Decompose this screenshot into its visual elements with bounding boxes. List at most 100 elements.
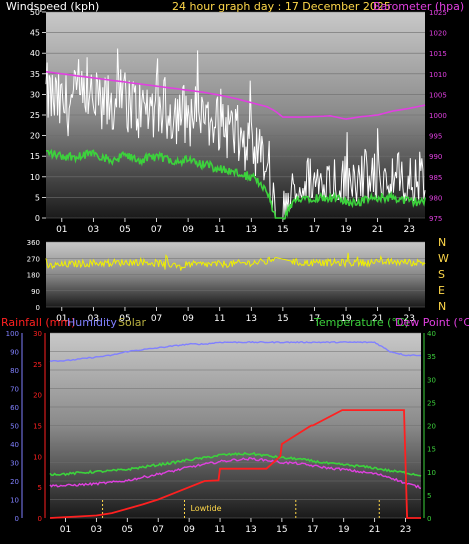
dir-ytick-label-180: 180: [27, 272, 40, 280]
series-temperature: [49, 451, 422, 477]
humidity-ytick-label-30: 30: [10, 460, 19, 468]
dir-xtick-label-07: 07: [151, 314, 162, 324]
rain-ytick-label-20: 20: [33, 392, 42, 400]
wind-ytick-label-10: 10: [30, 173, 40, 182]
wind-xtick-label-15: 15: [277, 225, 288, 235]
dir-xtick-label-21: 21: [372, 314, 383, 324]
rain-ytick-label-5: 5: [38, 484, 42, 492]
baro-ytick-label-990: 990: [429, 153, 442, 161]
wind-xtick-label-09: 09: [182, 225, 194, 235]
baro-ytick-label-1025: 1025: [429, 9, 447, 17]
temp-ytick-label-20: 20: [427, 423, 436, 431]
humidity-ytick-label-0: 0: [15, 515, 19, 523]
graph-date-title: 24 hour graph day : 17 December 2025: [172, 0, 391, 13]
wind-ytick-label-20: 20: [30, 132, 40, 141]
baro-ytick-label-995: 995: [429, 133, 442, 141]
env-xtick-label-01: 01: [60, 525, 71, 535]
wind-direction-panel: 0 90 180 270 360 01 03 05 07 09 11 13 15 17 19 21 23: [27, 239, 426, 324]
compass-label-s: S: [438, 268, 445, 281]
env-xtick-label-03: 03: [91, 525, 102, 535]
temp-ytick-label-25: 25: [427, 399, 436, 407]
env-xtick-label-13: 13: [245, 525, 256, 535]
series-wind-avg: [45, 148, 426, 220]
dir-ytick-label-360: 360: [27, 239, 40, 247]
humidity-ytick-label-10: 10: [10, 497, 19, 505]
wind-xtick-label-17: 17: [309, 225, 320, 235]
wind-xtick-label-05: 05: [119, 225, 130, 235]
rain-ytick-label-15: 15: [33, 423, 42, 431]
lowtide-annotation: Lowtide: [190, 504, 221, 513]
temp-ytick-label-5: 5: [427, 492, 431, 500]
windspeed-axis-title: Windspeed (kph): [6, 0, 100, 13]
wind-xtick-label-19: 19: [340, 225, 352, 235]
series-wind-gust: [45, 48, 426, 219]
temp-ytick-label-15: 15: [427, 446, 436, 454]
baro-ytick-label-1015: 1015: [429, 50, 447, 58]
humidity-ytick-label-40: 40: [10, 441, 19, 449]
temp-ytick-label-0: 0: [427, 515, 431, 523]
dir-xtick-label-01: 01: [56, 314, 67, 324]
legend-temperature: Temperature (°C): [314, 316, 409, 329]
baro-ytick-label-1020: 1020: [429, 30, 447, 38]
legend-rainfall: Rainfall (mm): [1, 316, 76, 329]
compass-label-e: E: [438, 284, 445, 297]
temp-ytick-label-35: 35: [427, 353, 436, 361]
wind-ytick-label-25: 25: [30, 111, 40, 120]
env-xtick-label-11: 11: [214, 525, 225, 535]
dir-ytick-label-0: 0: [36, 304, 40, 312]
env-xtick-label-07: 07: [152, 525, 163, 535]
legend-solar: Solar: [118, 316, 147, 329]
wind-barometer-panel: 0510152025303540455097598098599099510001…: [30, 8, 447, 235]
humidity-ytick-label-60: 60: [10, 404, 19, 412]
baro-ytick-label-1000: 1000: [429, 112, 447, 120]
baro-ytick-label-985: 985: [429, 174, 442, 182]
wind-xtick-label-07: 07: [151, 225, 162, 235]
env-xtick-label-15: 15: [276, 525, 287, 535]
env-xtick-label-23: 23: [400, 525, 411, 535]
wind-ytick-label-35: 35: [30, 70, 40, 79]
wind-ytick-label-40: 40: [30, 49, 40, 58]
dir-xtick-label-23: 23: [403, 314, 414, 324]
baro-ytick-label-980: 980: [429, 194, 442, 202]
rain-humidity-temperature-panel: 0102030405060708090100051015202530051015…: [6, 330, 436, 535]
dir-xtick-label-11: 11: [214, 314, 225, 324]
wind-ytick-label-5: 5: [35, 193, 40, 202]
env-xtick-label-19: 19: [338, 525, 350, 535]
env-xtick-label-09: 09: [183, 525, 195, 535]
rain-ytick-label-10: 10: [33, 453, 42, 461]
wind-xtick-label-21: 21: [372, 225, 383, 235]
wind-xtick-label-23: 23: [403, 225, 414, 235]
humidity-ytick-label-90: 90: [10, 349, 19, 357]
dir-xtick-label-13: 13: [246, 314, 257, 324]
baro-ytick-label-1005: 1005: [429, 91, 447, 99]
series-barometer: [45, 70, 426, 120]
humidity-ytick-label-100: 100: [6, 330, 19, 338]
env-xtick-label-05: 05: [122, 525, 133, 535]
rain-ytick-label-25: 25: [33, 361, 42, 369]
rain-ytick-label-30: 30: [33, 330, 42, 338]
wind-xtick-label-13: 13: [246, 225, 257, 235]
env-xtick-label-21: 21: [369, 525, 380, 535]
dir-xtick-label-09: 09: [182, 314, 194, 324]
barometer-axis-title: Barometer (hpa): [373, 0, 465, 13]
series-dewpoint: [49, 457, 422, 489]
dir-ytick-label-90: 90: [31, 288, 40, 296]
baro-ytick-label-1010: 1010: [429, 71, 447, 79]
series-rainfall: [49, 409, 421, 519]
dir-xtick-label-05: 05: [119, 314, 130, 324]
wind-ytick-label-50: 50: [30, 8, 40, 17]
legend-dewpoint: Dew Point (°C): [395, 316, 469, 329]
series-humidity: [49, 340, 421, 363]
humidity-ytick-label-70: 70: [10, 386, 19, 394]
dir-xtick-label-19: 19: [340, 314, 352, 324]
wind-xtick-label-01: 01: [56, 225, 67, 235]
compass-label-n-top: N: [438, 236, 447, 249]
dir-ytick-label-270: 270: [27, 255, 40, 263]
wind-ytick-label-15: 15: [30, 152, 40, 161]
series-wind-direction: [45, 252, 426, 271]
baro-ytick-label-975: 975: [429, 215, 442, 223]
rain-ytick-label-0: 0: [38, 515, 42, 523]
temp-ytick-label-40: 40: [427, 330, 436, 338]
env-xtick-label-17: 17: [307, 525, 318, 535]
